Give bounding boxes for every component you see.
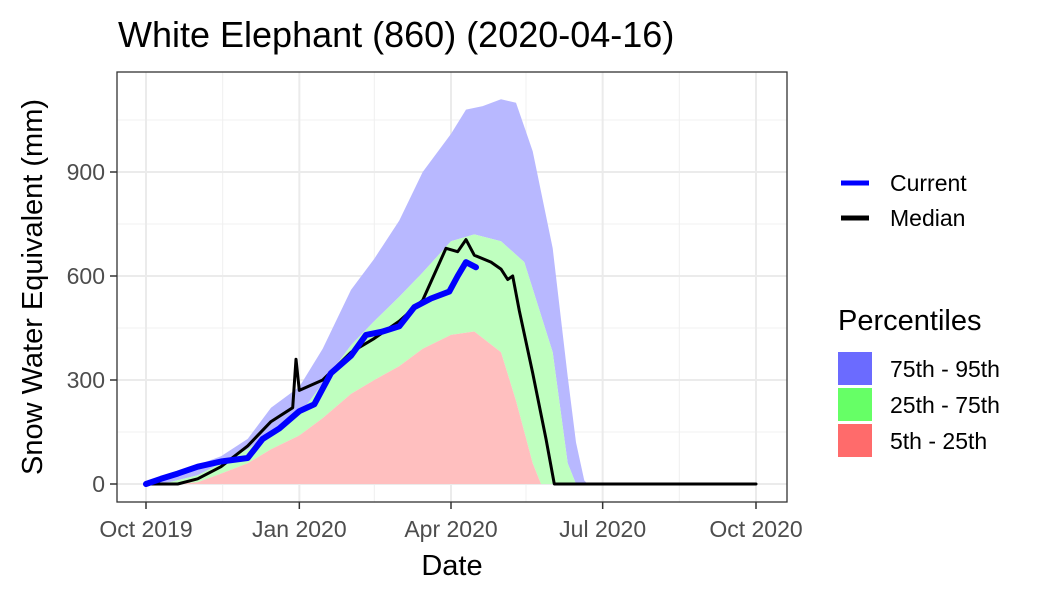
x-tick-label: Apr 2020 <box>404 516 497 542</box>
band-2 <box>146 234 576 484</box>
percentile-bands <box>146 99 588 484</box>
plot-border <box>116 71 788 503</box>
line-legend: Current Median <box>841 170 967 231</box>
chart-title: White Elephant (860) (2020-04-16) <box>118 14 674 55</box>
legend-swatch-2 <box>838 388 872 421</box>
series-line-current <box>143 259 479 487</box>
x-tick-label: Jan 2020 <box>252 516 347 542</box>
percentile-legend: 75th - 95th 25th - 75th 5th - 25th <box>838 352 1000 457</box>
y-tick-label: 600 <box>67 263 105 289</box>
band-3 <box>146 331 541 484</box>
y-tick-label: 900 <box>67 159 105 185</box>
legend-swatch-3 <box>838 424 872 457</box>
band-1 <box>146 99 588 484</box>
y-tick-label: 0 <box>92 471 105 497</box>
x-tick-label: Jul 2020 <box>559 516 646 542</box>
legend-swatch-1 <box>838 352 872 385</box>
legend-band-label-1: 75th - 95th <box>890 356 1000 382</box>
x-tick-label: Oct 2020 <box>709 516 802 542</box>
percentile-legend-title: Percentiles <box>838 305 981 337</box>
legend-label-median: Median <box>890 205 965 231</box>
legend-label-current: Current <box>890 170 967 196</box>
x-tick-label: Oct 2019 <box>99 516 192 542</box>
y-tick-label: 300 <box>67 367 105 393</box>
y-axis-title: Snow Water Equivalent (mm) <box>17 99 49 475</box>
data-lines <box>143 238 758 487</box>
x-axis: Oct 2019 Jan 2020 Apr 2020 Jul 2020 Oct 2020 <box>99 502 803 542</box>
legend-band-label-3: 5th - 25th <box>890 428 987 454</box>
x-axis-title: Date <box>421 550 482 582</box>
y-axis: 0 300 600 900 <box>67 159 117 497</box>
legend-band-label-2: 25th - 75th <box>890 392 1000 418</box>
